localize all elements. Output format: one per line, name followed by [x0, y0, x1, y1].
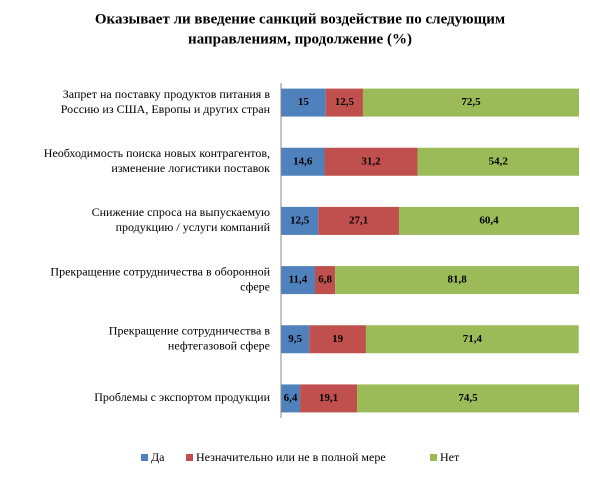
y-tick-label: Прекращение сотрудничества в [109, 324, 271, 338]
value-label: 71,4 [463, 333, 483, 345]
bar-segment [309, 325, 366, 354]
value-label: 27,1 [349, 214, 368, 226]
value-label: 74,5 [458, 392, 478, 404]
value-label: 12,5 [335, 96, 355, 108]
value-label: 11,4 [289, 274, 308, 286]
value-label: 72,5 [461, 96, 481, 108]
bar-segment [281, 88, 326, 117]
y-tick-label: Необходимость поиска новых контрагентов, [44, 146, 270, 160]
y-tick-label: продукцию / услуги компаний [116, 220, 271, 234]
bar-segment [417, 147, 579, 176]
value-label: 31,2 [361, 155, 381, 167]
bar-segment [356, 384, 579, 413]
bar-segment [281, 147, 325, 176]
y-tick-label: Прекращение сотрудничества в оборонной [50, 264, 270, 278]
legend-swatch [430, 454, 437, 461]
y-tick-label: сфере [240, 279, 270, 293]
legend-label: Нет [440, 450, 460, 464]
y-tick-label: нефтегазовой сфере [168, 339, 270, 353]
bar-segment [399, 206, 579, 235]
y-tick-label: Снижение спроса на выпускаемую [92, 205, 270, 219]
value-label: 9,5 [288, 333, 302, 345]
value-label: 54,2 [489, 155, 509, 167]
bar-segment [362, 88, 579, 117]
value-label: 15 [298, 96, 310, 108]
legend-label: Незначительно или не в полной мере [196, 450, 386, 464]
bar-segment [324, 147, 418, 176]
bar-segment [365, 325, 579, 354]
bar-segment [335, 266, 579, 295]
value-label: 60,4 [479, 214, 499, 226]
chart-title: направлениям, продолжение (%) [188, 31, 412, 47]
bar-segment [281, 325, 310, 354]
y-tick-label: изменение логистики поставок [111, 161, 270, 175]
legend-swatch [186, 454, 193, 461]
y-tick-label: Россию из США, Европы и других стран [61, 102, 271, 116]
value-label: 6,4 [284, 392, 298, 404]
y-tick-label: Проблемы с экспортом продукции [94, 390, 270, 404]
bar-segment [281, 266, 315, 295]
bar-segment [281, 206, 319, 235]
legend-swatch [141, 454, 148, 461]
value-label: 6,8 [318, 274, 332, 286]
bar-segment [314, 266, 336, 295]
bar-segment [281, 384, 301, 413]
value-label: 14,6 [293, 155, 313, 167]
value-label: 19,1 [319, 392, 338, 404]
bar-segment [318, 206, 400, 235]
value-label: 19 [332, 333, 344, 345]
y-tick-label: Запрет на поставку продуктов питания в [63, 87, 271, 101]
value-label: 12,5 [290, 214, 310, 226]
value-label: 81,8 [447, 274, 467, 286]
bar-segment [300, 384, 357, 413]
bar-segment [325, 88, 363, 117]
legend-label: Да [151, 450, 165, 464]
chart-title: Оказывает ли введение санкций воздействи… [95, 11, 505, 27]
